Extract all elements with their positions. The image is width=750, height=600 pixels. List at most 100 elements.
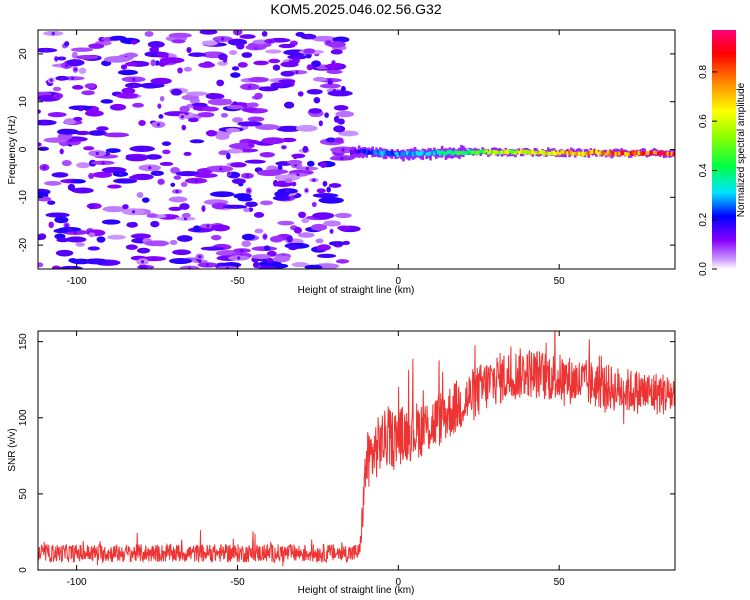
spectrogram-noise-blob	[308, 108, 322, 114]
spectrogram-noise-blob	[131, 173, 154, 181]
spectrogram-noise-blob	[322, 180, 328, 187]
spectrogram-signal-core	[622, 150, 625, 155]
spectrogram-noise-blob	[237, 62, 248, 68]
spectrogram-noise-blob	[132, 102, 145, 108]
colorbar-tick-label: 0.2	[698, 212, 709, 226]
spectrogram-signal-core	[458, 150, 461, 155]
spectrogram-signal-core	[614, 151, 618, 157]
spectrogram-signal-core	[446, 150, 450, 155]
spectrogram-signal-core	[543, 150, 546, 156]
spectrogram-noise-core	[236, 163, 240, 167]
spectrogram-noise-core	[148, 166, 152, 170]
spectrogram-noise-core	[95, 151, 99, 155]
spectrogram-noise-blob	[244, 159, 266, 164]
spectrogram-signal-core	[593, 149, 596, 155]
spectrogram-noise-blob	[310, 223, 328, 231]
spectrogram-noise-blob	[84, 110, 104, 117]
spectrogram-noise-blob	[220, 113, 229, 118]
spectrogram-noise-blob	[56, 237, 70, 243]
spectrogram-signal-core	[450, 150, 454, 156]
spectrogram-signal-halo	[434, 149, 438, 159]
spectrogram-noise-core	[118, 172, 123, 176]
spectrogram-signal-core	[409, 150, 413, 155]
spectrogram-noise-blob	[210, 191, 235, 198]
spectrogram-noise-blob	[277, 220, 295, 226]
spectrogram-noise-blob	[340, 85, 346, 93]
spectrogram-noise-blob	[125, 155, 148, 162]
spectrogram-x-tick-label: -100	[67, 276, 87, 287]
spectrogram-noise-blob	[288, 244, 299, 251]
spectrogram-noise-blob	[311, 201, 317, 208]
spectrogram-signal-halo	[533, 147, 537, 155]
spectrogram-noise-blob	[61, 159, 72, 167]
spectrogram-noise-blob	[159, 95, 165, 102]
spectrogram-noise-core	[240, 249, 244, 253]
spectrogram-noise-blob	[316, 253, 337, 259]
spectrogram-noise-blob	[326, 69, 343, 75]
spectrogram-noise-core	[132, 77, 136, 81]
spectrogram-noise-blob	[92, 171, 113, 178]
colorbar-tick-label: 0.8	[698, 64, 709, 78]
spectrogram-noise-blob	[162, 149, 171, 155]
spectrogram-signal-core	[523, 149, 527, 154]
spectrogram-noise-blob	[109, 35, 127, 41]
spectrogram-signal-core	[485, 149, 488, 153]
spectrogram-noise-blob	[263, 245, 271, 251]
spectrogram-noise-blob	[306, 88, 323, 95]
spectrogram-noise-blob	[107, 234, 126, 240]
spectrogram-noise-blob	[179, 203, 190, 210]
spectrogram-noise-blob	[296, 124, 318, 132]
spectrogram-noise-blob	[312, 193, 339, 198]
spectrogram-signal-core	[548, 151, 552, 156]
snr-x-tick-label: 0	[396, 577, 402, 588]
spectrogram-noise-blob	[181, 94, 200, 101]
spectrogram-noise-core	[341, 148, 345, 152]
spectrogram-signal-core	[365, 150, 369, 156]
spectrogram-noise-blob	[158, 114, 164, 119]
spectrogram-noise-blob	[146, 213, 158, 218]
spectrogram-noise-blob	[81, 90, 95, 96]
spectrogram-noise-blob	[157, 51, 169, 58]
spectrogram-noise-blob	[188, 117, 199, 123]
spectrogram-noise-blob	[102, 205, 126, 213]
spectrogram-noise-blob	[55, 249, 74, 257]
spectrogram-signal-core	[577, 151, 581, 156]
spectrogram-noise-blob	[149, 46, 160, 53]
spectrogram-signal-core	[550, 150, 554, 156]
spectrogram-noise-blob	[193, 173, 218, 178]
spectrogram-noise-blob	[141, 197, 150, 203]
spectrogram-noise-blob	[107, 184, 122, 189]
spectrogram-signal-core	[367, 150, 371, 155]
spectrogram-signal-core	[658, 150, 662, 156]
spectrogram-signal-core	[423, 151, 427, 155]
spectrogram-signal-core	[651, 150, 654, 156]
spectrogram-signal-core	[444, 151, 448, 156]
spectrogram-noise-blob	[237, 121, 263, 127]
snr-y-tick-label: 150	[18, 333, 29, 350]
spectrogram-noise-blob	[113, 178, 138, 184]
spectrogram-noise-blob	[188, 52, 207, 57]
spectrogram-signal-core	[518, 151, 521, 155]
spectrogram-noise-blob	[228, 142, 255, 150]
spectrogram-signal-core	[587, 152, 591, 156]
spectrogram-noise-core	[130, 223, 134, 227]
spectrogram-noise-core	[268, 39, 272, 43]
spectrogram-signal-core	[384, 150, 388, 155]
spectrogram-noise-core	[205, 263, 210, 267]
spectrogram-signal-core	[591, 149, 594, 154]
spectrogram-noise-blob	[144, 31, 154, 37]
spectrogram-noise-core	[288, 237, 292, 241]
spectrogram-noise-blob	[278, 43, 296, 49]
spectrogram-noise-core	[206, 224, 210, 228]
spectrogram-noise-core	[281, 182, 285, 186]
spectrogram-noise-blob	[241, 233, 256, 241]
spectrogram-signal-core	[566, 151, 569, 156]
spectrogram-noise-blob	[157, 103, 162, 109]
spectrogram-noise-blob	[324, 63, 343, 69]
spectrogram-signal-core	[535, 150, 538, 155]
spectrogram-noise-blob	[334, 137, 344, 143]
spectrogram-signal-halo	[546, 147, 550, 156]
spectrogram-noise-blob	[317, 244, 331, 251]
spectrogram-noise-blob	[280, 61, 299, 68]
